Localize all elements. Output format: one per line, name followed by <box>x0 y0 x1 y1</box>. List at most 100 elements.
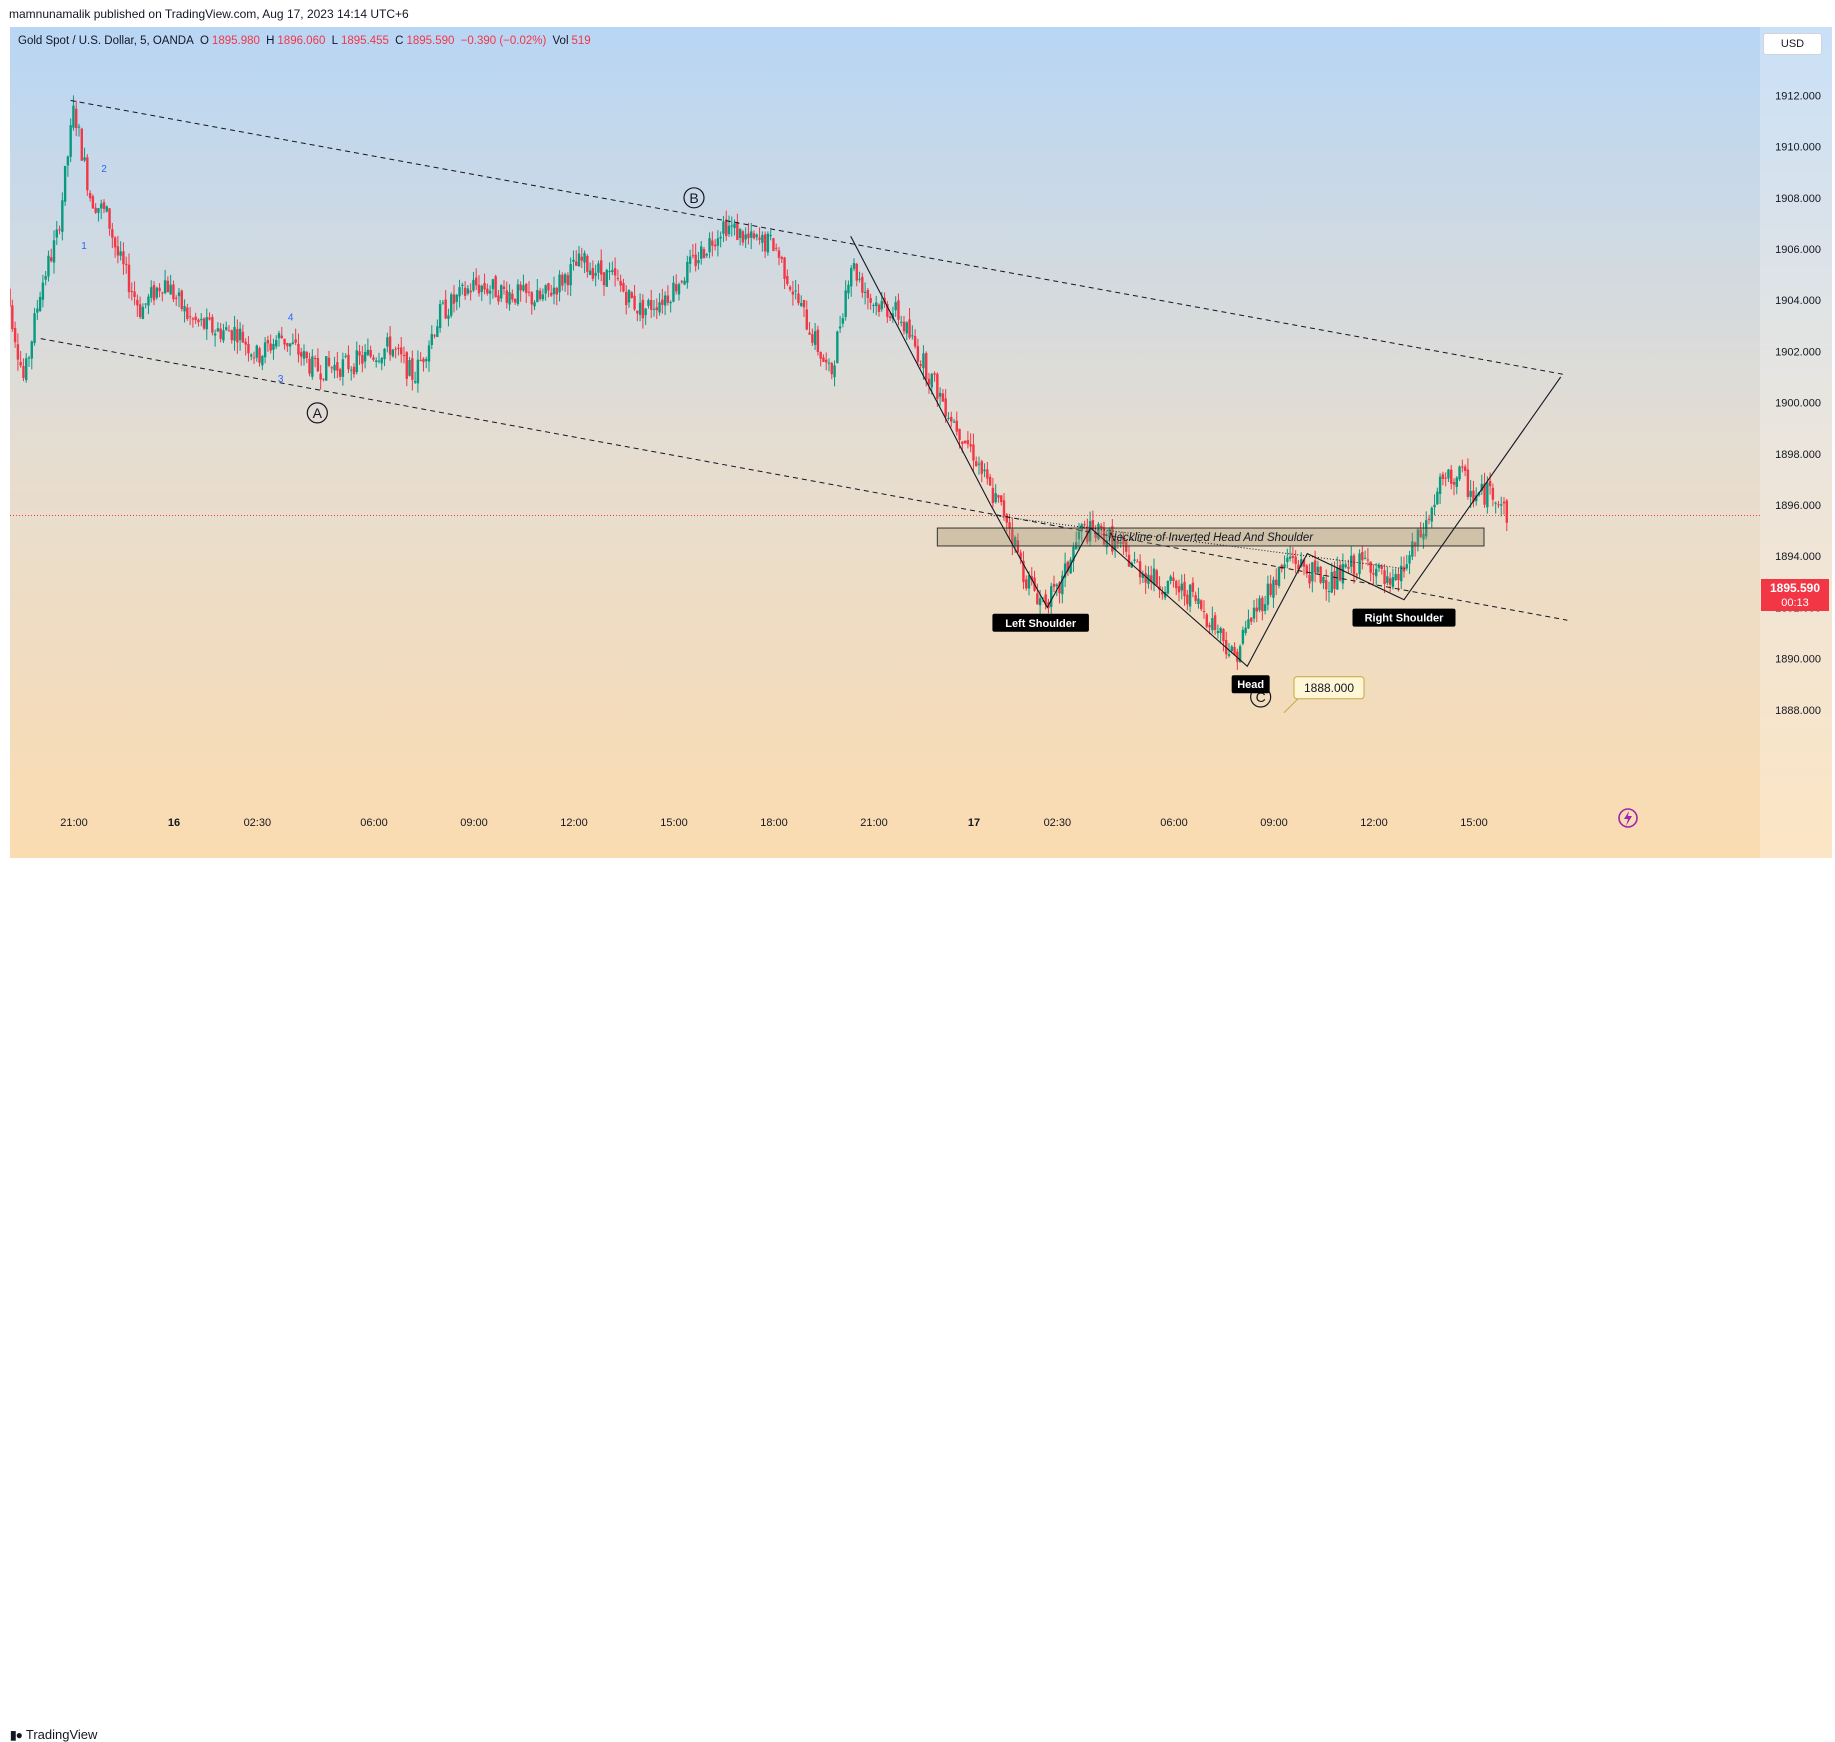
x-tick-label: 21:00 <box>60 817 88 829</box>
neckline-zone <box>936 527 1485 547</box>
candle-body <box>430 333 433 346</box>
candle-body <box>463 287 467 296</box>
candle-body <box>950 416 953 422</box>
candle-body <box>1255 607 1258 612</box>
candle-body <box>963 440 967 444</box>
candle-body <box>805 309 808 330</box>
candle-body <box>788 286 792 290</box>
candle-body <box>663 295 667 306</box>
candle-body <box>1100 525 1103 529</box>
candle-body <box>533 302 536 307</box>
tradingview-logo[interactable]: ▮● TradingView <box>10 1727 97 1742</box>
candle-body <box>1211 618 1214 631</box>
candle-body <box>1302 559 1306 567</box>
candle-body <box>502 286 506 290</box>
candle-body <box>750 231 753 238</box>
price-chart[interactable]: Neckline of Inverted Head And Shoulder12… <box>10 27 1832 858</box>
candle-body <box>1200 600 1203 610</box>
wave-circle-b: B <box>683 187 705 209</box>
y-tick-label: 1906.000 <box>1775 244 1821 256</box>
high-label: H <box>266 35 275 47</box>
y-tick-label: 1888.000 <box>1775 705 1821 717</box>
candle-body <box>900 321 903 323</box>
wave-circle-ring <box>306 402 328 424</box>
volume-value: 519 <box>571 35 591 47</box>
candle-body <box>475 277 478 286</box>
candles <box>10 95 1508 670</box>
candle-body <box>730 225 733 227</box>
candle-body <box>377 360 381 362</box>
candle-body <box>233 326 236 341</box>
x-tick-label: 12:00 <box>1360 817 1388 829</box>
candle-body <box>1413 542 1417 547</box>
candle-body <box>1408 555 1411 564</box>
open-value: 1895.980 <box>211 35 260 47</box>
candle-body <box>1352 555 1356 575</box>
candle-body <box>1069 559 1072 574</box>
candle-body <box>94 207 97 213</box>
candle-body <box>341 359 345 377</box>
candle-body <box>813 331 817 345</box>
candle-body <box>161 292 164 294</box>
candle-body <box>486 288 489 294</box>
candle-body <box>591 268 595 279</box>
candle-body <box>561 274 564 286</box>
candle-body <box>677 284 681 295</box>
candle-body <box>61 200 64 232</box>
candle-body <box>1283 564 1286 568</box>
candle-body <box>477 284 481 294</box>
candle-body <box>458 287 461 297</box>
candle-body <box>597 263 600 273</box>
candle-body <box>1105 540 1108 548</box>
candle-body <box>1294 556 1297 565</box>
candle-body <box>375 360 378 362</box>
candle-body <box>541 294 545 300</box>
drawing-lines <box>10 100 1760 668</box>
pattern-label-head: Head <box>1231 675 1270 694</box>
lightning-icon-bolt <box>1624 811 1632 826</box>
candle-body <box>1375 568 1378 577</box>
candle-body <box>1216 630 1220 634</box>
candle-body <box>736 221 739 240</box>
candle-body <box>416 359 420 384</box>
currency-button[interactable]: USD <box>1763 33 1822 55</box>
candle-body <box>1158 585 1161 590</box>
candle-body <box>363 352 367 362</box>
candle-body <box>1180 583 1183 591</box>
candle-body <box>544 285 547 294</box>
candle-body <box>752 233 756 239</box>
candle-body <box>697 260 700 264</box>
candle-body <box>622 283 625 292</box>
candle-body <box>988 476 992 486</box>
candle-body <box>91 196 95 209</box>
candle-body <box>836 331 839 364</box>
top-bar: mamnunamalik published on TradingView.co… <box>0 0 1835 27</box>
candle-body <box>10 288 11 307</box>
candle-body <box>944 398 947 417</box>
candle-body <box>322 378 325 380</box>
candle-body <box>175 297 178 299</box>
candle-body <box>1238 646 1242 663</box>
candle-body <box>172 284 175 300</box>
candle-body <box>725 219 728 237</box>
candle-body <box>1183 581 1186 597</box>
candle-body <box>380 358 383 364</box>
candle-body <box>1063 563 1067 578</box>
candle-body <box>952 421 956 423</box>
x-tick-label: 16 <box>168 817 180 829</box>
candle-body <box>875 302 878 307</box>
close-label: C <box>395 35 404 47</box>
candle-body <box>838 326 842 329</box>
candle-body <box>1108 528 1111 539</box>
candle-body <box>925 353 928 380</box>
y-tick-label: 1898.000 <box>1775 449 1821 461</box>
candle-body <box>691 255 695 257</box>
chart-area[interactable]: Neckline of Inverted Head And Shoulder 1 2… <box>10 27 1832 858</box>
candle-body <box>991 487 995 504</box>
trend-line <box>40 338 1568 621</box>
candle-body <box>180 290 183 310</box>
candle-body <box>461 284 464 286</box>
candle-body <box>388 336 392 355</box>
candle-body <box>755 234 758 237</box>
candle-body <box>236 329 239 343</box>
